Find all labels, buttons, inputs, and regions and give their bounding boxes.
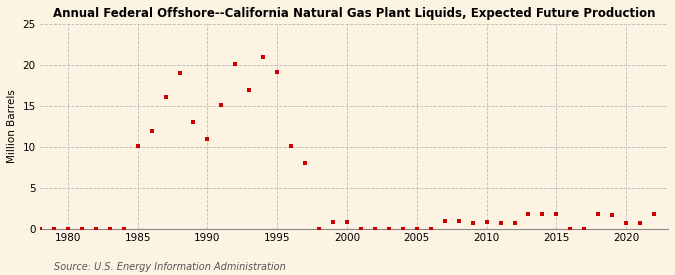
Point xyxy=(649,212,659,216)
Point xyxy=(314,227,325,231)
Point xyxy=(356,227,367,231)
Point xyxy=(411,227,422,231)
Point xyxy=(132,144,143,148)
Point xyxy=(174,71,185,75)
Point xyxy=(621,220,632,225)
Point xyxy=(593,212,603,216)
Point xyxy=(272,70,283,75)
Point xyxy=(537,211,548,216)
Point xyxy=(202,137,213,141)
Text: Source: U.S. Energy Information Administration: Source: U.S. Energy Information Administ… xyxy=(54,262,286,272)
Point xyxy=(49,227,59,231)
Y-axis label: Million Barrels: Million Barrels xyxy=(7,90,17,163)
Point xyxy=(481,219,492,224)
Point xyxy=(551,212,562,216)
Point xyxy=(160,95,171,99)
Point xyxy=(286,144,296,148)
Point xyxy=(579,227,590,231)
Point xyxy=(342,219,352,224)
Point xyxy=(188,119,199,124)
Point xyxy=(300,160,310,165)
Point xyxy=(495,220,506,225)
Point xyxy=(230,62,241,66)
Point xyxy=(634,221,645,226)
Point xyxy=(383,227,394,231)
Point xyxy=(146,128,157,133)
Point xyxy=(34,227,45,231)
Point xyxy=(523,212,534,216)
Point xyxy=(454,219,464,223)
Point xyxy=(425,227,436,231)
Point xyxy=(398,227,408,231)
Point xyxy=(439,219,450,223)
Point xyxy=(327,219,338,224)
Point xyxy=(62,227,73,231)
Point xyxy=(607,213,618,217)
Point xyxy=(105,227,115,231)
Point xyxy=(509,220,520,225)
Point xyxy=(467,220,478,225)
Point xyxy=(369,227,380,231)
Point xyxy=(90,227,101,231)
Point xyxy=(565,227,576,231)
Point xyxy=(118,227,129,231)
Point xyxy=(76,227,87,231)
Title: Annual Federal Offshore--California Natural Gas Plant Liquids, Expected Future P: Annual Federal Offshore--California Natu… xyxy=(53,7,655,20)
Point xyxy=(244,87,254,92)
Point xyxy=(258,54,269,59)
Point xyxy=(216,103,227,107)
